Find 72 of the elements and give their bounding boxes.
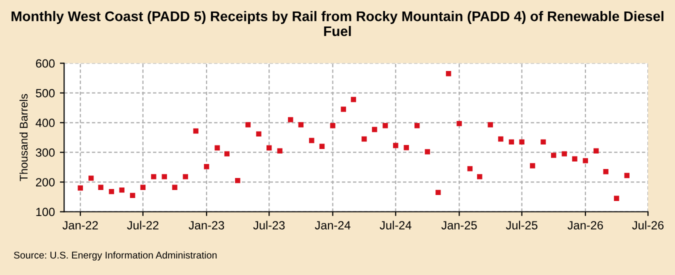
point — [182, 174, 188, 180]
point — [477, 174, 482, 180]
point — [603, 169, 608, 174]
x-tick-label: Jan-24 — [314, 221, 350, 230]
y-tick-label: 500 — [36, 88, 55, 98]
point — [151, 174, 156, 180]
point — [298, 122, 304, 128]
x-tick-label: Jan-22 — [62, 221, 98, 230]
point — [508, 139, 514, 145]
point — [436, 190, 441, 196]
point — [594, 148, 599, 154]
x-tick-label: Jul-22 — [127, 220, 158, 230]
point — [498, 136, 504, 142]
point — [582, 158, 588, 164]
point — [130, 192, 136, 198]
point — [277, 148, 282, 154]
point — [424, 149, 430, 154]
point — [193, 128, 198, 134]
y-tick-label: 200 — [36, 178, 55, 186]
point — [562, 151, 567, 156]
point — [88, 176, 94, 181]
point — [614, 196, 620, 201]
y-tick-label: 600 — [36, 59, 55, 68]
point — [309, 138, 314, 144]
y-tick-label: 300 — [36, 148, 55, 157]
point — [330, 123, 336, 128]
x-tick-label: Jan-25 — [441, 221, 477, 230]
point — [362, 136, 367, 142]
point — [224, 151, 230, 156]
point — [382, 123, 388, 128]
point — [245, 122, 251, 128]
point — [456, 120, 462, 126]
point — [519, 139, 524, 145]
chart-title: Monthly West Coast (PADD 5) Receipts by Rail from Rocky Mountain (PADD 4) of Renewable Diesel Fuel — [12, 11, 664, 36]
point — [467, 166, 473, 172]
point — [530, 163, 536, 168]
x-tick-label: Jul-23 — [253, 220, 285, 230]
point — [108, 188, 114, 194]
y-axis-title: Thousand Barrels — [19, 94, 28, 182]
point — [446, 71, 452, 76]
point — [266, 145, 272, 150]
x-tick-label: Jan-23 — [188, 221, 224, 230]
y-tick-label: 400 — [36, 118, 55, 128]
point — [319, 144, 325, 150]
point — [235, 178, 240, 184]
point — [162, 174, 167, 180]
y-tick-label: 100 — [36, 208, 55, 216]
point — [624, 172, 630, 178]
point — [404, 145, 409, 150]
point — [288, 117, 294, 122]
point — [488, 122, 493, 128]
point — [172, 184, 178, 190]
x-tick-label: Jul-24 — [380, 220, 412, 230]
x-tick-label: Jan-26 — [568, 221, 603, 230]
point — [572, 156, 578, 162]
point — [78, 185, 83, 191]
point — [256, 131, 262, 137]
point — [393, 142, 398, 148]
point — [372, 126, 378, 132]
point — [204, 164, 210, 170]
point — [140, 184, 146, 190]
point — [340, 106, 346, 112]
x-tick-label: Jul-26 — [632, 220, 664, 230]
point — [414, 123, 420, 128]
point — [540, 139, 546, 145]
point — [98, 184, 104, 190]
source-note: Source: U.S. Energy Information Administration — [14, 251, 217, 261]
point — [350, 96, 356, 102]
x-tick-label: Jul-25 — [506, 220, 538, 230]
point — [119, 187, 124, 193]
point — [551, 152, 556, 158]
point — [214, 145, 220, 150]
